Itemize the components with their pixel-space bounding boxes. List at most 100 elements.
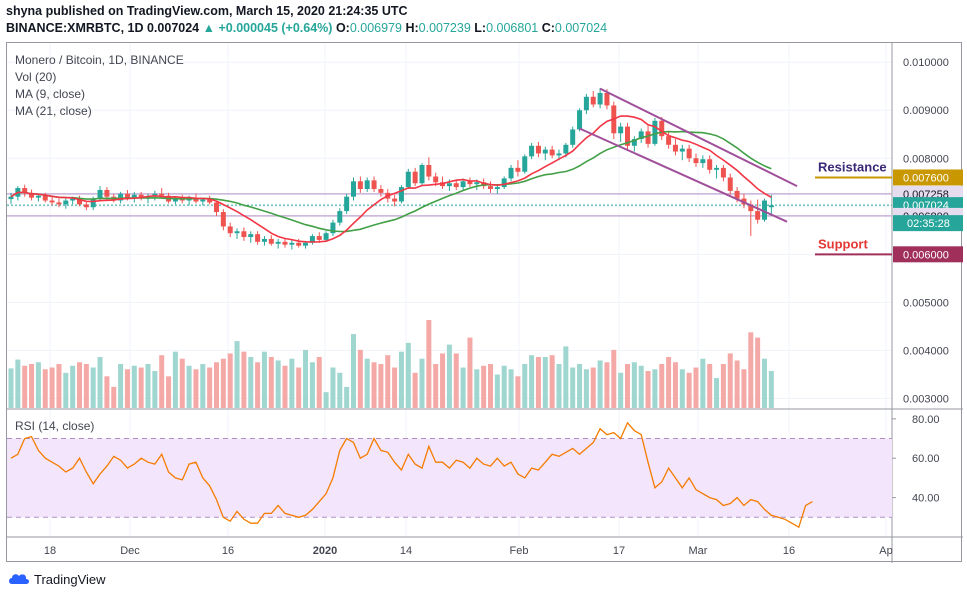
volume-bar [618, 372, 624, 408]
time-tick-label: 16 [783, 545, 795, 557]
candle-body [241, 231, 247, 238]
time-tick-label: 16 [222, 545, 234, 557]
candle-body [666, 136, 672, 145]
candle-body [344, 196, 350, 212]
candle-body [720, 167, 726, 178]
volume-bar [679, 369, 685, 408]
candle-body [275, 241, 281, 244]
candle-body [433, 176, 439, 183]
candle-body [460, 181, 466, 188]
volume-bar [186, 365, 192, 408]
candle-body [8, 196, 14, 200]
volume-bar [145, 364, 151, 408]
tradingview-brand: TradingView [34, 571, 106, 587]
candle-body [118, 193, 124, 201]
chart-frame[interactable]: Resistance Support 0.010000 0.009000 0.00800… [6, 42, 963, 563]
tradingview-logo[interactable]: TradingView [8, 571, 106, 587]
price-tick-label: 0.005000 [903, 297, 949, 309]
volume-bar [241, 351, 247, 408]
volume-bar [385, 355, 391, 408]
support-badge: 0.006000 [903, 249, 949, 261]
candle-body [90, 198, 96, 208]
candle-body [549, 149, 555, 156]
volume-bar [625, 364, 630, 408]
candle-body [488, 186, 493, 189]
chart-header: shyna published on TradingView.com, Marc… [6, 3, 961, 37]
candle-body [631, 139, 637, 146]
volume-bar [398, 351, 404, 408]
candle-body [652, 120, 658, 144]
candle-body [494, 187, 500, 189]
volume-bar [583, 369, 589, 408]
legend-title: Monero / Bitcoin, 1D, BINANCE [15, 53, 184, 67]
candle-body [748, 204, 754, 212]
volume-bar [638, 365, 644, 408]
candle-body [570, 129, 576, 145]
high-label: H: [405, 21, 419, 35]
candle-body [446, 183, 452, 187]
candle-body [131, 194, 137, 198]
volume-bar [330, 367, 336, 408]
volume-bar [645, 371, 651, 408]
volume-bar [172, 351, 178, 408]
volume-bar [762, 358, 767, 408]
candle-body [556, 153, 562, 156]
volume-bar [323, 392, 329, 408]
volume-bar [686, 372, 692, 408]
candle-body [42, 195, 48, 201]
candle-body [309, 236, 315, 243]
volume-bar [433, 364, 439, 408]
volume-bar [522, 364, 528, 408]
volume-bar [200, 364, 206, 408]
candle-body [255, 234, 261, 242]
candle-body [261, 238, 267, 242]
volume-bar [357, 349, 363, 408]
candle-body [371, 180, 377, 189]
rsi-tick-label: 60.00 [912, 453, 940, 465]
volume-bar [672, 362, 678, 408]
candle-body [330, 222, 336, 234]
change-arrow-icon: ▲ [202, 21, 215, 35]
volume-bar [214, 362, 219, 408]
volume-bar [529, 355, 535, 408]
rsi-line [10, 421, 813, 529]
open-label: O: [335, 21, 350, 35]
volume-bar [49, 367, 55, 408]
volume-bar [611, 349, 617, 408]
candle-body [405, 171, 411, 188]
volume-bar [720, 364, 726, 408]
candle-body [515, 167, 521, 172]
candle-body [124, 193, 130, 198]
candle-body [193, 197, 199, 202]
volume-bar [570, 367, 576, 408]
candle-body [577, 110, 583, 130]
publisher-text: shyna published on TradingView.com, Marc… [6, 4, 408, 18]
volume-bar [405, 342, 411, 408]
volume-bar [494, 374, 500, 408]
chart-canvas[interactable]: Resistance Support 0.010000 0.009000 0.00800… [7, 43, 963, 563]
resistance-badge: 0.007600 [903, 172, 949, 184]
volume-bar [734, 360, 740, 408]
candle-body [200, 199, 206, 202]
volume-bar [563, 346, 569, 408]
candle-body [172, 198, 178, 202]
rsi-tick-label: 40.00 [912, 493, 940, 505]
candle-body [714, 167, 720, 170]
change-text: +0.000045 (+0.64%) [218, 21, 333, 35]
candle-body [625, 126, 630, 146]
volume-bar [275, 360, 281, 408]
volume-bar [227, 353, 233, 408]
volume-bar [296, 367, 302, 408]
volume-bar [488, 364, 493, 408]
time-tick-label: Feb [510, 545, 529, 557]
candle-body [638, 131, 644, 140]
quote-line: BINANCE:XMRBTC, 1D 0.007024 ▲ +0.000045 … [6, 20, 961, 37]
candle-body [398, 187, 404, 202]
volume-bar [70, 365, 76, 408]
candle-body [364, 180, 370, 189]
volume-bar [179, 358, 185, 408]
volume-bar [159, 355, 165, 408]
volume-bar [42, 369, 48, 408]
volume-bar [220, 358, 226, 408]
countdown-badge-bg [893, 215, 963, 232]
